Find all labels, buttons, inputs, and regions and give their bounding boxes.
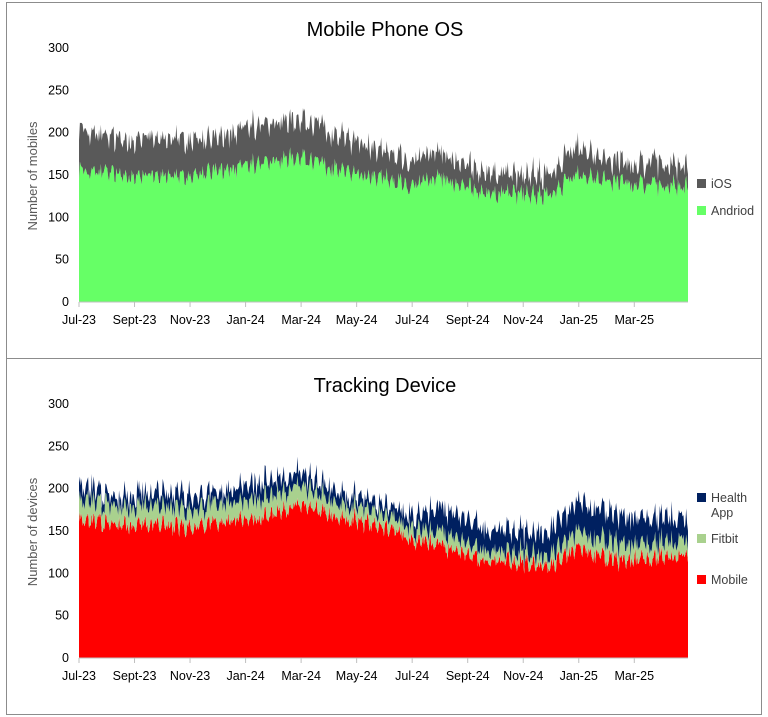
x-tick-label: Jan-25 xyxy=(560,313,598,327)
y-tick-label: 150 xyxy=(48,168,69,182)
y-axis-label: Number of devices xyxy=(25,477,40,586)
chart-panel-tracking-device: Tracking Device 0 50 100 150 200 250 300 Jul-23… xyxy=(6,358,762,715)
legend-swatch xyxy=(697,575,706,584)
legend-item-mobile: Mobile xyxy=(697,573,748,587)
area-series-andriod xyxy=(79,147,688,302)
legend: Health App Fitbit Mobile xyxy=(697,491,748,587)
x-tick-label: Sept-24 xyxy=(446,669,490,683)
x-tick-label: Sept-24 xyxy=(446,313,490,327)
y-tick-label: 0 xyxy=(62,651,69,665)
x-tick-label: Sept-23 xyxy=(113,313,157,327)
chart-title: Mobile Phone OS xyxy=(307,19,464,41)
legend-swatch xyxy=(697,493,706,502)
y-tick-label: 50 xyxy=(55,253,69,267)
legend-item-fitbit: Fitbit xyxy=(697,532,739,546)
y-tick-label: 200 xyxy=(48,126,69,140)
y-tick-label: 0 xyxy=(62,295,69,309)
y-tick-label: 250 xyxy=(48,439,69,453)
legend-label: Fitbit xyxy=(711,532,739,546)
legend-label: Andriod xyxy=(711,204,754,218)
x-tick-label: Nov-24 xyxy=(503,669,543,683)
x-tick-label: May-24 xyxy=(336,669,378,683)
x-tick-label: Jan-24 xyxy=(226,669,264,683)
legend-item-health-app: Health App xyxy=(697,491,747,520)
legend-item-ios: iOS xyxy=(697,177,732,191)
y-tick-label: 100 xyxy=(48,210,69,224)
area-series-mobile xyxy=(79,496,688,658)
y-tick-label: 200 xyxy=(48,482,69,496)
y-tick-label: 250 xyxy=(48,83,69,97)
area-series-ios xyxy=(79,108,688,206)
y-tick-label: 300 xyxy=(48,397,69,411)
legend-label: iOS xyxy=(711,177,732,191)
chart-panel-mobile-os: Mobile Phone OS 0 50 100 150 200 250 300 Jul-23… xyxy=(6,2,762,359)
y-axis-label: Number of mobiles xyxy=(25,121,40,231)
chart-mobile-os: Mobile Phone OS 0 50 100 150 200 250 300 Jul-23… xyxy=(25,19,754,327)
y-tick-label: 50 xyxy=(55,609,69,623)
legend-swatch xyxy=(697,534,706,543)
x-tick-label: Nov-23 xyxy=(170,313,210,327)
legend-swatch xyxy=(697,206,706,215)
y-tick-label: 100 xyxy=(48,566,69,580)
area-series-fitbit xyxy=(79,475,688,574)
x-tick-label: Mar-24 xyxy=(281,313,321,327)
x-tick-label: Jul-23 xyxy=(62,313,96,327)
x-tick-label: Nov-24 xyxy=(503,313,543,327)
legend-label: Health App xyxy=(711,491,747,520)
x-tick-label: Mar-25 xyxy=(614,669,654,683)
x-tick-label: Sept-23 xyxy=(113,669,157,683)
legend: iOS Andriod xyxy=(697,177,754,218)
x-tick-label: Mar-25 xyxy=(614,313,654,327)
x-tick-label: Jul-23 xyxy=(62,669,96,683)
x-tick-label: Jan-24 xyxy=(226,313,264,327)
x-tick-label: Jul-24 xyxy=(395,669,429,683)
legend-item-andriod: Andriod xyxy=(697,204,754,218)
y-tick-label: 150 xyxy=(48,524,69,538)
legend-swatch xyxy=(697,179,706,188)
x-tick-label: Mar-24 xyxy=(281,669,321,683)
chart-tracking-device: Tracking Device 0 50 100 150 200 250 300 Jul-23… xyxy=(25,375,748,683)
x-tick-label: May-24 xyxy=(336,313,378,327)
y-tick-label: 300 xyxy=(48,41,69,55)
x-tick-label: Jul-24 xyxy=(395,313,429,327)
x-tick-label: Nov-23 xyxy=(170,669,210,683)
area-series-health-app xyxy=(79,456,688,569)
chart-title: Tracking Device xyxy=(314,375,457,397)
legend-label: Mobile xyxy=(711,573,748,587)
x-tick-label: Jan-25 xyxy=(560,669,598,683)
